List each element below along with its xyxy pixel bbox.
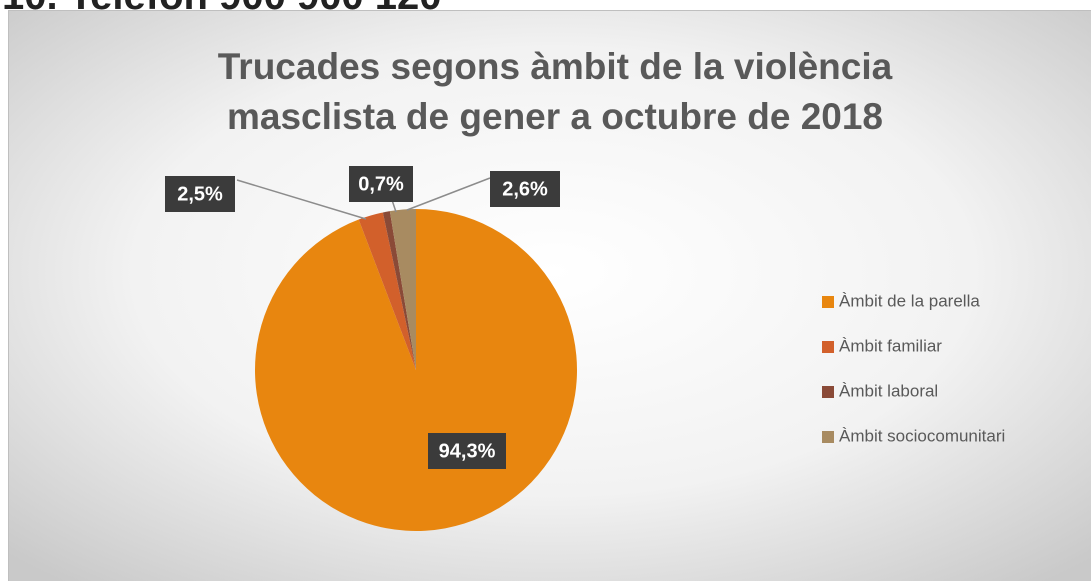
legend-label: Àmbit familiar — [839, 336, 942, 355]
data-label-box — [428, 433, 506, 469]
chart-title: Trucades segons àmbit de la violència ma… — [217, 46, 893, 137]
data-label-box — [490, 171, 560, 207]
pie-slice — [382, 211, 416, 370]
leader-line — [236, 179, 367, 220]
data-label: 2,6% — [502, 178, 548, 200]
pie-slice — [358, 212, 416, 370]
data-label: 94,3% — [439, 440, 496, 462]
pie-slice — [389, 209, 416, 370]
legend-label: Àmbit sociocomunitari — [839, 426, 1005, 445]
legend-swatch — [822, 386, 834, 398]
legend-swatch — [822, 341, 834, 353]
legend-swatch — [822, 296, 834, 308]
legend-swatch — [822, 431, 834, 443]
legend-label: Àmbit laboral — [839, 381, 938, 400]
data-label: 2,5% — [177, 183, 223, 205]
leader-line — [406, 177, 491, 211]
legend-label: Àmbit de la parella — [839, 291, 980, 310]
data-label: 0,7% — [358, 173, 404, 195]
data-label-box — [349, 166, 413, 202]
data-label-box — [165, 176, 235, 212]
